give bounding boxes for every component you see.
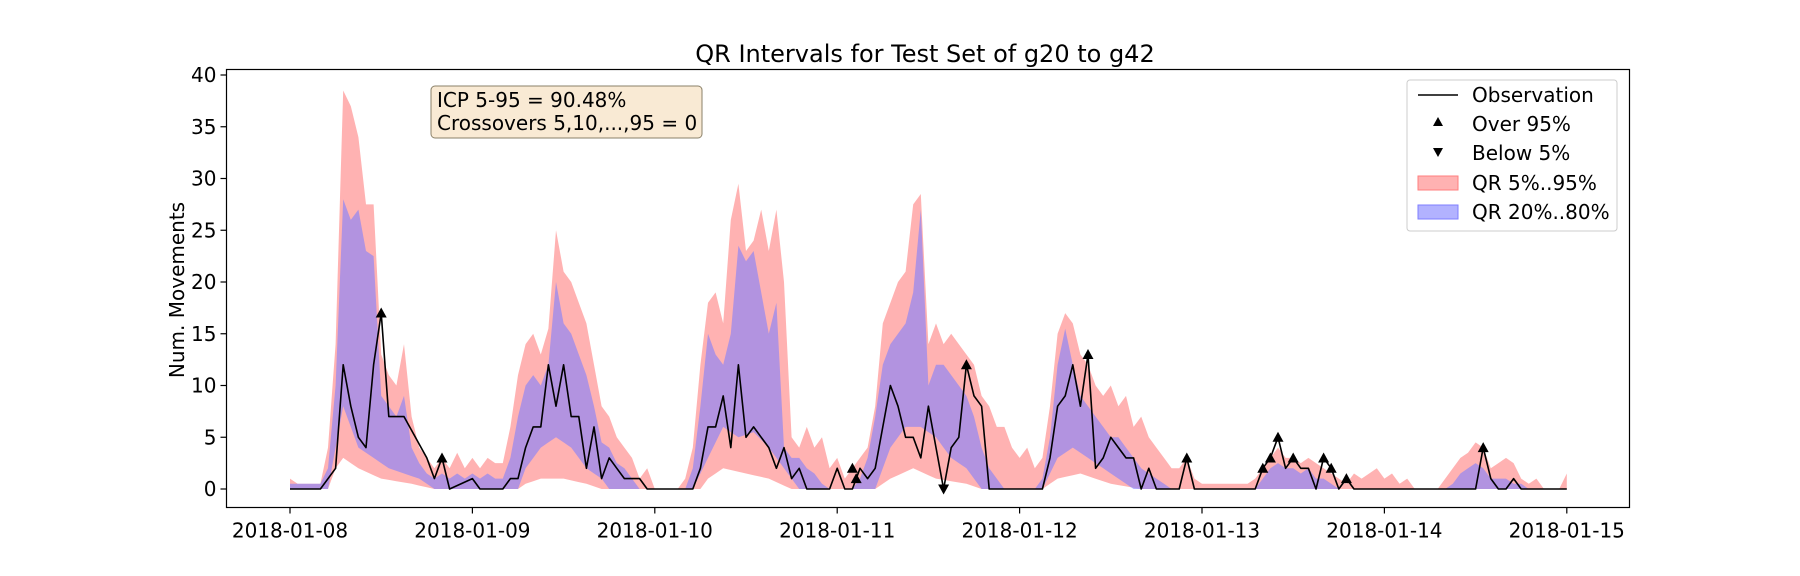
y-tick-label: 40 xyxy=(191,63,216,87)
marker-over-95 xyxy=(1477,442,1489,453)
legend: Observation Over 95% Below 5% QR 5%..95%… xyxy=(1406,79,1618,232)
annotation-box: ICP 5-95 = 90.48% Crossovers 5,10,...,95… xyxy=(430,85,703,139)
legend-swatch-qr-20-80 xyxy=(1417,204,1459,220)
x-tick-label: 2018-01-13 xyxy=(1144,519,1260,543)
y-tick-label: 10 xyxy=(191,374,216,398)
quantile-bands xyxy=(290,90,1567,489)
x-tick-label: 2018-01-15 xyxy=(1509,519,1625,543)
legend-label-below: Below 5% xyxy=(1472,141,1570,165)
triangle-up-icon xyxy=(1433,117,1443,126)
y-tick-label: 30 xyxy=(191,167,216,191)
marker-over-95 xyxy=(1340,473,1352,484)
plot-frame xyxy=(225,68,1631,509)
y-axis-ticks: 0 5 10 15 20 25 30 35 40 xyxy=(191,63,227,501)
triangle-down-icon xyxy=(1433,148,1443,157)
marker-over-95 xyxy=(1082,348,1094,359)
annotation-line-crossovers: Crossovers 5,10,...,95 = 0 xyxy=(437,111,697,135)
x-tick-label: 2018-01-11 xyxy=(779,519,895,543)
marker-over-95 xyxy=(846,462,858,473)
x-axis-ticks: 2018-01-08 2018-01-09 2018-01-10 2018-01-11… xyxy=(232,507,1625,543)
chart-title: QR Intervals for Test Set of g20 to g42 xyxy=(695,40,1154,68)
legend-label-qr-20-80: QR 20%..80% xyxy=(1472,200,1610,224)
x-tick-label: 2018-01-08 xyxy=(232,519,348,543)
y-tick-label: 0 xyxy=(204,477,217,501)
legend-label-qr-5-95: QR 5%..95% xyxy=(1472,171,1597,195)
y-tick-label: 5 xyxy=(204,425,217,449)
y-tick-label: 35 xyxy=(191,115,216,139)
marker-over-95 xyxy=(1264,452,1276,463)
y-axis-label: Num. Movements xyxy=(165,202,189,378)
legend-label-over: Over 95% xyxy=(1472,112,1571,136)
annotation-line-icp: ICP 5-95 = 90.48% xyxy=(437,88,626,112)
legend-label-observation: Observation xyxy=(1472,83,1594,107)
x-tick-label: 2018-01-09 xyxy=(414,519,530,543)
x-tick-label: 2018-01-10 xyxy=(597,519,713,543)
marker-over-95 xyxy=(1181,452,1193,463)
marker-over-95 xyxy=(375,307,387,318)
marker-over-95 xyxy=(850,473,862,484)
marker-over-95 xyxy=(1325,462,1337,473)
marker-below-5 xyxy=(938,484,950,495)
marker-over-95 xyxy=(960,359,972,370)
marker-over-95 xyxy=(436,452,448,463)
x-tick-label: 2018-01-14 xyxy=(1326,519,1442,543)
marker-over-95 xyxy=(1257,462,1269,473)
marker-over-95 xyxy=(1318,452,1330,463)
y-tick-label: 25 xyxy=(191,218,216,242)
exceedance-markers xyxy=(375,307,1489,495)
y-tick-label: 15 xyxy=(191,322,216,346)
band-qr-20-80 xyxy=(290,199,1567,489)
legend-swatch-qr-5-95 xyxy=(1417,175,1459,191)
marker-over-95 xyxy=(1272,431,1284,442)
y-tick-label: 20 xyxy=(191,270,216,294)
x-tick-label: 2018-01-12 xyxy=(961,519,1077,543)
marker-over-95 xyxy=(1287,452,1299,463)
